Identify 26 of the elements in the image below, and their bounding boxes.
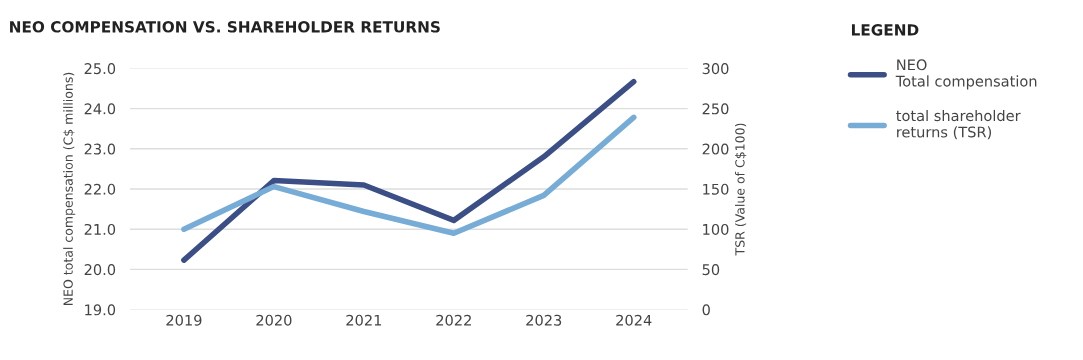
legend-label: total shareholder returns (TSR) [896,109,1021,140]
x-tick-label: 2020 [256,314,292,326]
y2-tick-label: 100 [703,223,729,235]
y2-axis-title: TSR (Value of C$100) [734,123,747,256]
legend-label: NEO Total compensation [895,59,1037,90]
y-tick-label: 23.0 [84,143,116,155]
y-axis-title: NEO total compensation (C$ millions) [63,72,76,306]
x-tick-label: 2019 [166,314,202,326]
y2-tick-label: 250 [702,103,729,115]
y2-tick-label: 300 [702,63,729,75]
y-tick-label: 19.0 [85,304,116,316]
x-tick-label: 2024 [616,314,652,326]
y2-tick-label: 200 [702,143,729,155]
legend-title: LEGEND [851,24,919,36]
y2-tick-label: 50 [702,264,720,276]
y-tick-label: 20.0 [84,264,116,276]
y2-tick-label: 150 [703,183,729,195]
chart-title: NEO COMPENSATION VS. SHAREHOLDER RETURNS [10,21,440,33]
y-tick-label: 22.0 [84,183,116,195]
y-tick-label: 21.0 [84,223,116,235]
x-tick-label: 2022 [436,314,471,326]
y-tick-label: 25.0 [84,63,116,75]
y2-tick-label: 0 [702,304,710,316]
x-tick-label: 2023 [526,314,562,326]
x-tick-label: 2021 [346,314,382,326]
y-tick-label: 24.0 [84,103,116,115]
